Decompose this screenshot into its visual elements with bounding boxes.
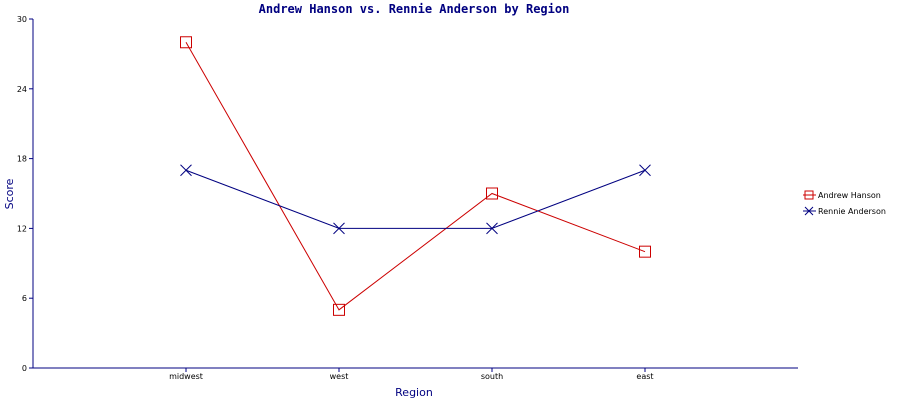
- y-tick-label: 30: [17, 15, 27, 24]
- y-tick-label: 6: [22, 294, 27, 303]
- legend-item: Rennie Anderson: [803, 206, 886, 216]
- series-line: [185, 42, 646, 311]
- series-andrew-hanson: [180, 36, 651, 316]
- y-axis-label: Score: [3, 178, 16, 209]
- chart-title: Andrew Hanson vs. Rennie Anderson by Reg…: [259, 2, 570, 16]
- data-point-x: [486, 222, 498, 235]
- legend: Andrew Hanson Rennie Anderson: [803, 190, 886, 216]
- series-line: [185, 169, 646, 229]
- x-tick-label: west: [330, 372, 349, 381]
- y-tick-label: 18: [17, 155, 27, 164]
- data-point-x: [639, 164, 651, 177]
- data-point-square: [180, 36, 192, 49]
- data-point-square: [333, 303, 345, 316]
- data-point-square: [804, 190, 814, 200]
- legend-label: Rennie Anderson: [818, 207, 886, 216]
- x-axis-ticks: midwest west south east: [169, 368, 654, 381]
- y-tick-label: 0: [22, 364, 27, 373]
- data-point-square: [486, 187, 498, 200]
- data-point-x: [333, 222, 345, 235]
- y-tick-label: 24: [17, 85, 27, 94]
- series-layer: [180, 36, 651, 316]
- y-tick-label: 12: [17, 224, 27, 233]
- legend-item: Andrew Hanson: [803, 190, 881, 200]
- x-tick-label: east: [636, 372, 653, 381]
- data-point-x: [180, 164, 192, 177]
- data-point-x: [804, 206, 814, 216]
- y-axis-ticks: 0 6 12 18 24 30: [17, 15, 33, 373]
- x-tick-label: midwest: [169, 372, 203, 381]
- legend-label: Andrew Hanson: [818, 191, 881, 200]
- series-rennie-anderson: [180, 164, 651, 235]
- x-axis-label: Region: [395, 386, 433, 399]
- x-tick-label: south: [481, 372, 503, 381]
- data-point-square: [639, 245, 651, 258]
